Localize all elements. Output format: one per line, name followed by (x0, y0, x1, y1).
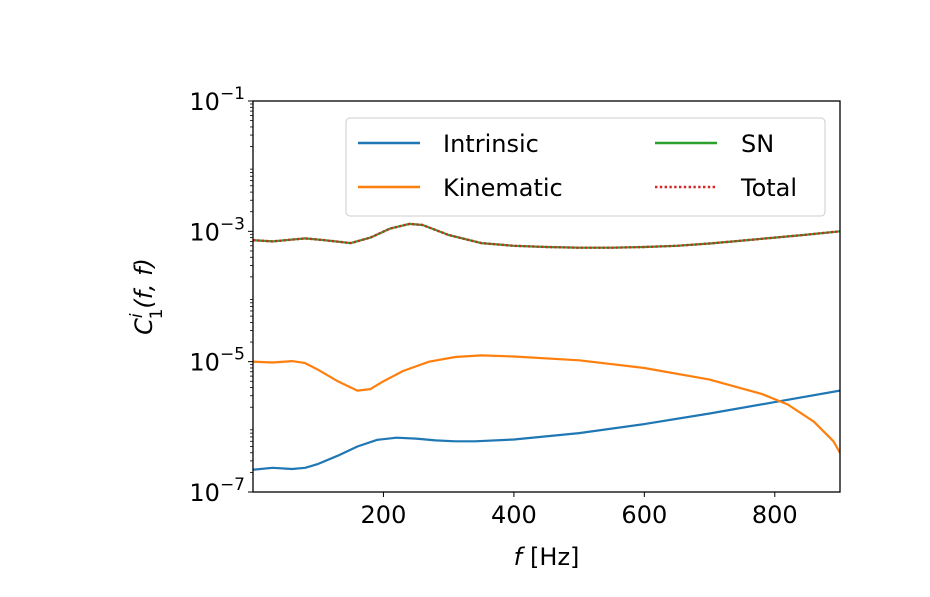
plot-frame (252, 100, 841, 493)
x-tick-label: 600 (621, 501, 667, 529)
y-axis-label-arguments: (f, f) (130, 258, 158, 308)
y-tick-label: 10−3 (189, 214, 245, 246)
series-line-total (253, 222, 840, 249)
y-tick-label: 10−5 (189, 345, 245, 377)
y-axis: 10−1 10−3 10−5 10−7 (189, 84, 253, 507)
legend: Intrinsic Kinematic SN Total (345, 117, 826, 217)
x-tick-label: 400 (491, 501, 537, 529)
x-axis-label-unit: [Hz] (530, 543, 579, 571)
y-axis-label-subscript: 1 (147, 309, 167, 320)
y-axis-label: Ci1(f, f) (127, 258, 167, 335)
legend-label-total: Total (740, 174, 797, 202)
x-axis: 200 400 600 800 (361, 492, 798, 529)
y-tick-label: 10−1 (189, 84, 245, 116)
series-line-intrinsic (253, 389, 840, 471)
y-tick-label: 10−7 (189, 475, 245, 507)
legend-label-kinematic: Kinematic (443, 174, 563, 202)
x-tick-label: 800 (752, 501, 798, 529)
series-line-kinematic (253, 354, 840, 454)
legend-label-intrinsic: Intrinsic (443, 130, 539, 158)
x-tick-label: 200 (361, 501, 407, 529)
y-axis-label-superscript: i (127, 313, 147, 318)
x-axis-label: f [Hz] (514, 543, 580, 571)
series-layer (253, 222, 840, 471)
y-axis-label-symbol: C (130, 318, 158, 335)
legend-label-sn: SN (741, 130, 774, 158)
